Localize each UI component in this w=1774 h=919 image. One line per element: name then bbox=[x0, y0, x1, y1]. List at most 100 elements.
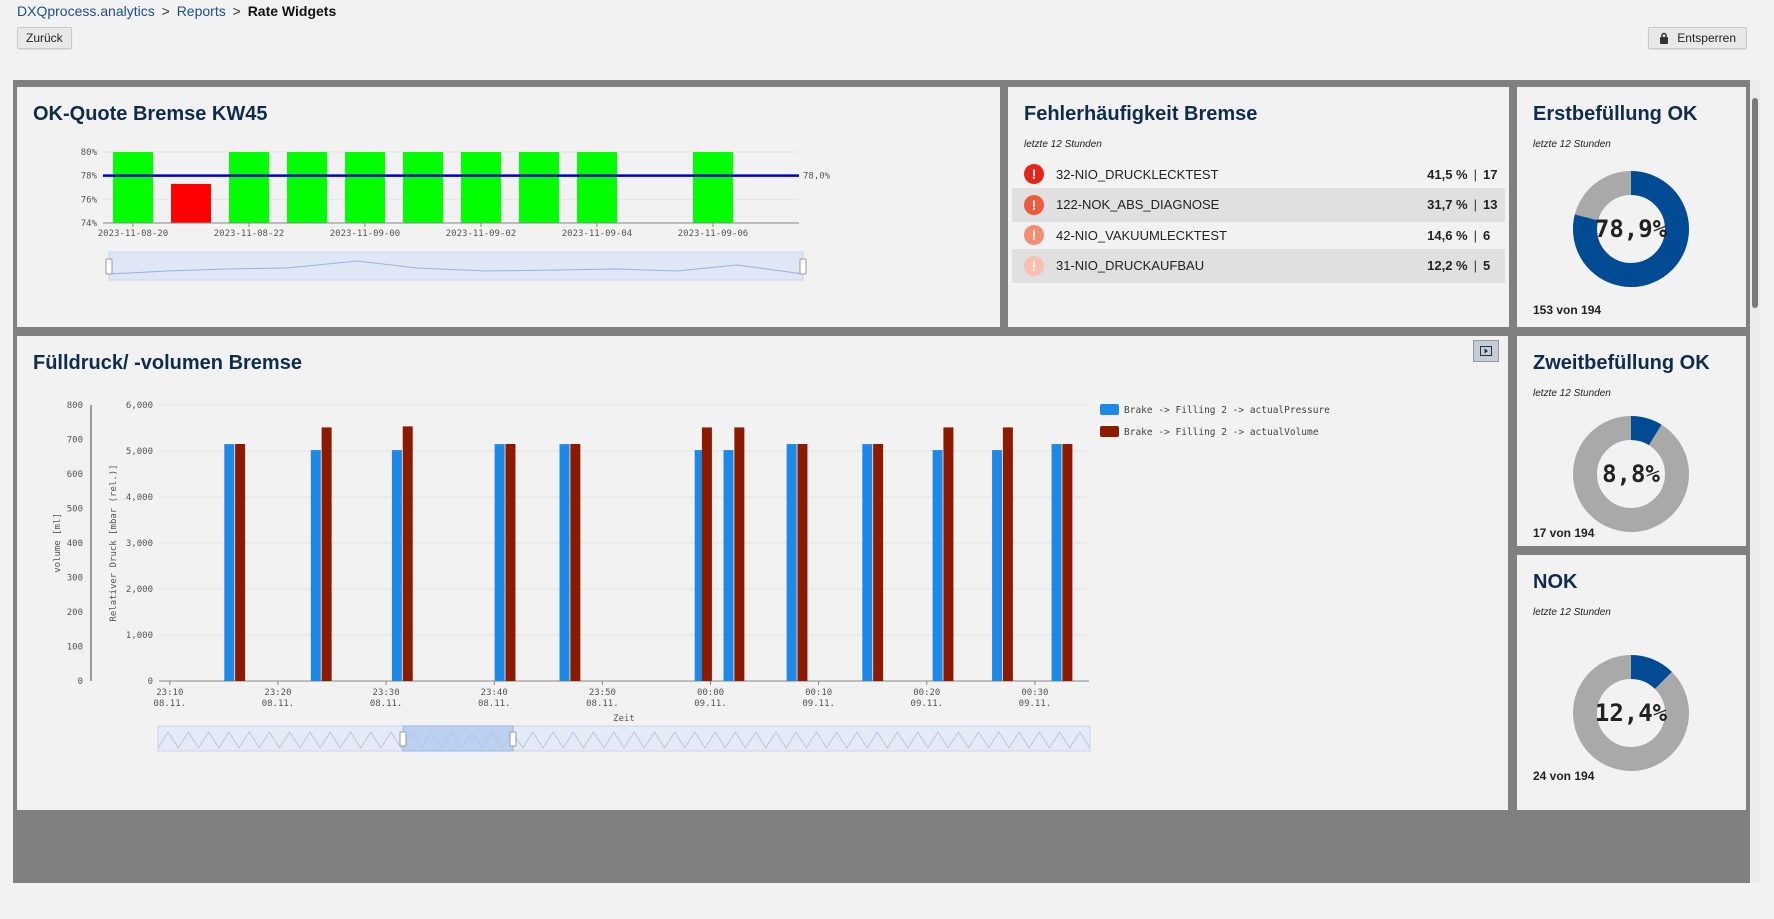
unlock-label: Entsperren bbox=[1677, 31, 1736, 45]
fehler-title: Fehlerhäufigkeit Bremse bbox=[1024, 103, 1258, 125]
breadcrumb-home-link[interactable]: DXQprocess.analytics bbox=[17, 3, 155, 19]
dashboard-area: OK-Quote Bremse KW45 74% 76% 78% 80% 2023-11… bbox=[13, 80, 1750, 883]
fuell-title: Fülldruck/ -volumen Bremse bbox=[33, 352, 302, 374]
failure-name: 122-NOK_ABS_DIAGNOSE bbox=[1056, 197, 1220, 212]
failure-name: 42-NIO_VAKUUMLECKTEST bbox=[1056, 227, 1227, 243]
fehler-subtitle: letzte 12 Stunden bbox=[1024, 139, 1102, 150]
navigator-handle-right[interactable] bbox=[799, 258, 807, 275]
nok-panel: NOK letzte 12 Stunden 12,4% 24 von 194 bbox=[1517, 555, 1746, 810]
navigator-handle-left[interactable] bbox=[105, 258, 113, 275]
x-tick-date: 09.11. bbox=[802, 699, 835, 709]
x-tick-date: 08.11. bbox=[262, 699, 295, 709]
erst-subtitle: letzte 12 Stunden bbox=[1533, 139, 1611, 150]
zweit-panel: Zweitbefüllung OK letzte 12 Stunden 8,8%… bbox=[1517, 336, 1746, 546]
y-tick-label: 78% bbox=[81, 172, 98, 182]
legend-label: Brake -> Filling 2 -> actualVolume bbox=[1124, 427, 1319, 438]
y2-axis-title: volume [ml] bbox=[53, 513, 63, 573]
breadcrumb-current: Rate Widgets bbox=[247, 3, 337, 19]
x-tick-date: 09.11. bbox=[1019, 699, 1052, 709]
navigator-handle-right[interactable] bbox=[509, 731, 517, 747]
ok-bar bbox=[345, 152, 385, 223]
navigator-handle-left[interactable] bbox=[399, 731, 407, 747]
y2-tick-label: 600 bbox=[67, 470, 83, 480]
volume-bar bbox=[1002, 427, 1013, 681]
navigator-series bbox=[157, 731, 1091, 749]
pressure-bar bbox=[723, 450, 734, 681]
ok-bar bbox=[519, 152, 559, 223]
pressure-bar bbox=[494, 444, 505, 681]
y-tick-label: 5,000 bbox=[126, 447, 153, 457]
play-icon bbox=[1480, 346, 1492, 356]
failure-row[interactable]: ! 122-NOK_ABS_DIAGNOSE 31,7 % | 13 bbox=[1012, 187, 1505, 222]
ok-bar bbox=[287, 152, 327, 223]
y2-tick-label: 200 bbox=[67, 608, 83, 618]
failure-row[interactable]: ! 32-NIO_DRUCKLECKTEST 41,5 % | 17 bbox=[1012, 157, 1505, 191]
failure-count: 6 bbox=[1483, 227, 1491, 243]
x-tick-time: 00:30 bbox=[1021, 688, 1048, 698]
breadcrumb: DXQprocess.analytics > Reports > Rate Wi… bbox=[17, 3, 336, 19]
fullscreen-button[interactable] bbox=[1473, 340, 1499, 362]
pressure-bar bbox=[559, 444, 570, 681]
erst-donut bbox=[1573, 171, 1689, 287]
ok-quote-panel: OK-Quote Bremse KW45 74% 76% 78% 80% 2023-11… bbox=[17, 87, 1000, 327]
failure-count: 5 bbox=[1483, 258, 1491, 273]
erst-panel: Erstbefüllung OK letzte 12 Stunden 78,9%… bbox=[1517, 87, 1746, 327]
y-tick-label: 3,000 bbox=[126, 539, 153, 549]
y-tick-label: 6,000 bbox=[126, 401, 153, 411]
page-scrollbar[interactable] bbox=[1750, 80, 1760, 883]
pressure-bar bbox=[310, 450, 321, 681]
alert-icon: ! bbox=[1024, 194, 1044, 215]
pressure-bar bbox=[862, 444, 873, 681]
failure-percent: 31,7 % bbox=[1427, 197, 1468, 212]
scrollbar-thumb[interactable] bbox=[1752, 98, 1758, 308]
ok-bar bbox=[577, 152, 617, 223]
breadcrumb-reports-link[interactable]: Reports bbox=[176, 3, 226, 19]
volume-bar bbox=[797, 443, 808, 681]
failure-name: 31-NIO_DRUCKAUFBAU bbox=[1056, 258, 1205, 273]
x-tick-date: 09.11. bbox=[694, 699, 727, 709]
y2-tick-label: 100 bbox=[67, 643, 83, 653]
failure-percent: 12,2 % bbox=[1427, 258, 1468, 273]
failure-row[interactable]: ! 31-NIO_DRUCKAUFBAU 12,2 % | 5 bbox=[1012, 248, 1505, 283]
y2-tick-label: 0 bbox=[78, 677, 83, 687]
x-tick-date: 09.11. bbox=[911, 699, 944, 709]
target-label: 78,0% bbox=[803, 172, 831, 182]
ok-bar bbox=[113, 152, 153, 223]
volume-bar bbox=[235, 443, 246, 681]
failure-separator: | bbox=[1473, 227, 1477, 243]
alert-icon: ! bbox=[1024, 225, 1044, 245]
y-tick-label: 2,000 bbox=[126, 585, 153, 595]
legend-label: Brake -> Filling 2 -> actualPressure bbox=[1124, 405, 1330, 416]
x-tick-label: 2023-11-08-20 bbox=[98, 229, 168, 239]
legend-swatch[interactable] bbox=[1100, 426, 1119, 437]
range-navigator[interactable] bbox=[157, 725, 1091, 752]
range-navigator[interactable] bbox=[108, 251, 804, 281]
navigator-selection[interactable] bbox=[402, 725, 514, 752]
nok-value: 12,4% bbox=[1594, 699, 1668, 727]
failure-separator: | bbox=[1473, 197, 1477, 212]
x-axis-title: Zeit bbox=[613, 714, 635, 724]
x-tick-time: 23:40 bbox=[481, 688, 508, 698]
ok-bar bbox=[693, 152, 733, 223]
failure-row[interactable]: ! 42-NIO_VAKUUMLECKTEST 14,6 % | 6 bbox=[1012, 218, 1505, 252]
unlock-button[interactable]: Entsperren bbox=[1648, 27, 1747, 49]
x-tick-date: 08.11. bbox=[370, 699, 403, 709]
donut-value-slice bbox=[1573, 171, 1689, 287]
volume-bar bbox=[943, 427, 954, 681]
erst-title: Erstbefüllung OK bbox=[1533, 103, 1698, 125]
nok-title: NOK bbox=[1533, 571, 1578, 593]
volume-bar bbox=[505, 443, 516, 681]
fuell-chart: 0 1,000 2,000 3,000 4,000 5,000 6,000 0 100 200 30… bbox=[53, 401, 1330, 752]
pressure-bar bbox=[391, 450, 402, 681]
volume-bar bbox=[701, 427, 712, 681]
y2-tick-label: 500 bbox=[67, 505, 83, 515]
zweit-title: Zweitbefüllung OK bbox=[1533, 352, 1710, 374]
volume-bar bbox=[1062, 443, 1073, 681]
pressure-bar bbox=[786, 444, 797, 681]
ok-quote-chart: 74% 76% 78% 80% 2023-11-08-20 2023-11-08-22 20… bbox=[81, 148, 831, 281]
back-button[interactable]: Zurück bbox=[17, 27, 72, 49]
x-tick-time: 23:20 bbox=[264, 688, 291, 698]
nok-donut bbox=[1573, 655, 1689, 771]
zweit-donut bbox=[1573, 416, 1689, 532]
legend-swatch[interactable] bbox=[1100, 404, 1119, 415]
